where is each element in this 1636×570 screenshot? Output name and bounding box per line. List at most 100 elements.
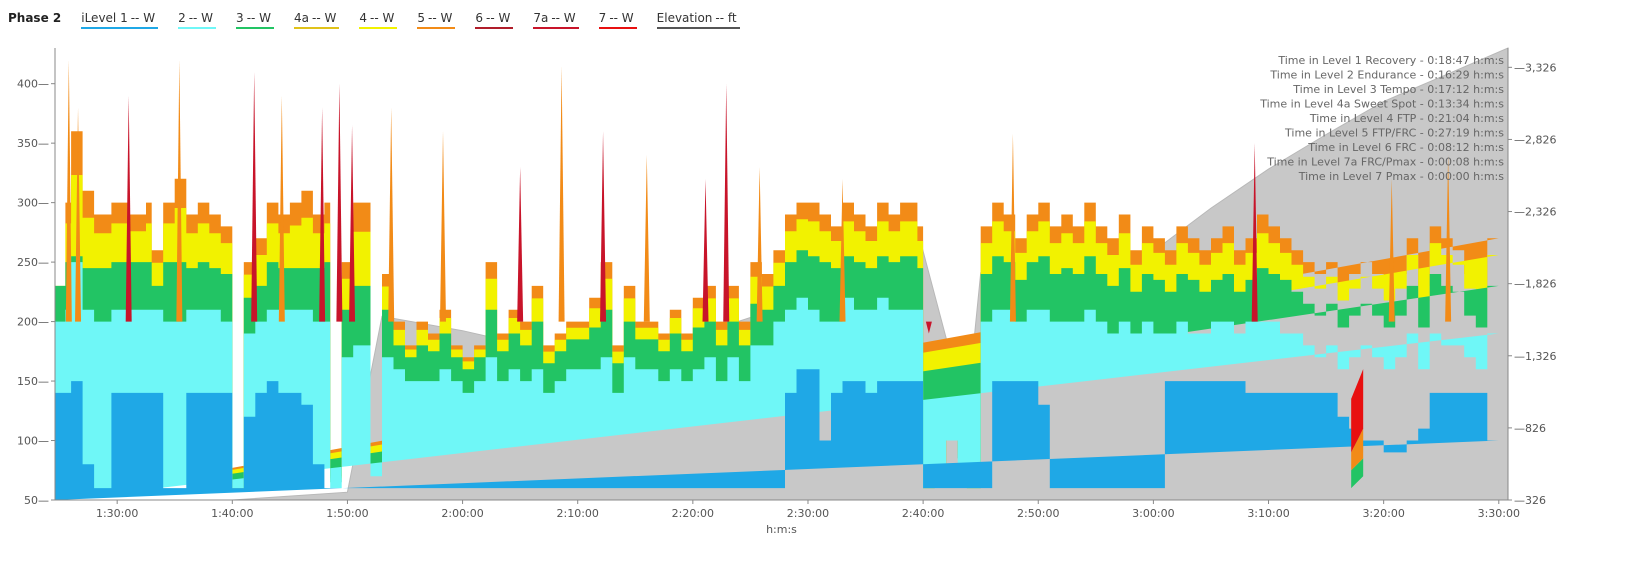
time-in-zone-line: Time in Level 7 Pmax - 0:00:00 h:m:s: [1298, 170, 1505, 183]
legend-item-level-7a-unit: -- W: [551, 11, 576, 25]
power-zone-layers: [55, 131, 1499, 501]
zone-marker-low: [1351, 458, 1364, 489]
legend-item-level-2-unit: -- W: [188, 11, 214, 25]
axes-layer: 50— 100— 150— 200— 250— 300— 350— 400— —326 —826 —…: [17, 48, 1557, 536]
legend-item-elevation-unit: -- ft: [715, 11, 737, 25]
power-spike: [1251, 143, 1258, 322]
power-spike: [278, 95, 285, 322]
power-spike: [65, 59, 72, 322]
zone-marker-mid: [1351, 428, 1364, 471]
time-in-zone-line: Time in Level 4 FTP - 0:21:04 h:m:s: [1309, 112, 1504, 125]
legend-item-level-1-name: iLevel 1: [81, 11, 128, 25]
time-in-zone-line: Time in Level 6 FRC - 0:08:12 h:m:s: [1307, 141, 1504, 154]
power-spike: [925, 321, 932, 334]
time-in-zone-line: Time in Level 5 FTP/FRC - 0:27:19 h:m:s: [1284, 127, 1504, 140]
x-tick-label: 2:30:00: [787, 507, 829, 520]
legend-item-level-6-unit: -- W: [485, 11, 511, 25]
x-tick-label: 3:10:00: [1247, 507, 1289, 520]
zone-2-area: [55, 262, 1499, 500]
time-in-zone-line: Time in Level 3 Tempo - 0:17:12 h:m:s: [1292, 83, 1504, 96]
legend-item-level-5[interactable]: 5 -- W: [417, 10, 456, 29]
x-tick-label: 2:00:00: [441, 507, 483, 520]
phase-label: Phase 2: [8, 11, 62, 25]
legend-item-level-4a-unit: -- W: [312, 11, 337, 25]
legend-item-level-1[interactable]: iLevel 1 -- W: [81, 10, 159, 29]
power-spike: [125, 95, 132, 322]
time-in-zone-line: Time in Level 4a Sweet Spot - 0:13:34 h:…: [1259, 98, 1504, 111]
x-tick-label: 3:30:00: [1478, 507, 1520, 520]
power-spike: [176, 59, 183, 322]
power-spike: [1388, 178, 1395, 322]
legend-item-level-5-name: 5: [417, 11, 425, 25]
legend-item-level-7a-name: 7a: [533, 11, 549, 25]
y-left-tick-label: 400—: [17, 78, 49, 91]
power-spike: [1009, 133, 1016, 322]
time-in-zone-list: Time in Level 1 Recovery - 0:18:47 h:m:s…: [1259, 54, 1504, 183]
y-left-tick-label: 350—: [17, 137, 49, 150]
power-spike: [702, 178, 709, 322]
power-spikes-layer: [65, 59, 1452, 334]
legend-item-level-5-unit: -- W: [428, 11, 453, 25]
legend-item-elevation[interactable]: Elevation -- ft: [656, 10, 740, 29]
x-tick-label: 1:30:00: [96, 507, 138, 520]
power-spike: [600, 131, 607, 322]
power-spike: [336, 83, 343, 322]
legend-item-level-3-name: 3: [236, 11, 244, 25]
x-tick-label: 1:40:00: [211, 507, 253, 520]
zone-1-area: [55, 369, 1499, 500]
x-tick-label: 2:50:00: [1017, 507, 1059, 520]
y-right-tick-label: —1,326: [1514, 350, 1557, 363]
legend-item-level-7a[interactable]: 7a -- W: [533, 10, 579, 29]
time-in-zone-line: Time in Level 1 Recovery - 0:18:47 h:m:s: [1277, 54, 1504, 67]
legend-item-level-7[interactable]: 7 -- W: [598, 10, 637, 29]
legend-item-level-4[interactable]: 4 -- W: [359, 10, 398, 29]
legend-item-level-7-unit: -- W: [609, 11, 634, 25]
y-left-tick-label: 300—: [17, 197, 49, 210]
power-spike: [517, 166, 524, 322]
legend-item-level-4a-name: 4a: [294, 11, 310, 25]
x-tick-label: 3:20:00: [1362, 507, 1404, 520]
y-left-tick-label: 100—: [17, 435, 49, 448]
y-left-tick-label: 200—: [17, 316, 49, 329]
legend-item-level-4a[interactable]: 4a -- W: [294, 10, 340, 29]
power-spike: [643, 155, 650, 322]
y-right-tick-label: —2,326: [1514, 206, 1557, 219]
y-left-tick-label: 50—: [24, 494, 49, 507]
power-spike: [558, 65, 565, 322]
x-tick-label: 2:10:00: [557, 507, 599, 520]
legend-item-level-6[interactable]: 6 -- W: [475, 10, 514, 29]
power-spike: [319, 107, 326, 322]
y-right-tick-label: —2,826: [1514, 133, 1557, 146]
legend-item-level-1-unit: -- W: [130, 11, 156, 25]
power-spike: [349, 125, 356, 322]
zone-marker-top: [1351, 369, 1364, 453]
legend-item-level-2[interactable]: 2 -- W: [178, 10, 217, 29]
power-spike: [723, 83, 730, 322]
x-tick-label: 2:20:00: [672, 507, 714, 520]
power-spike: [251, 71, 258, 322]
time-in-zone-line: Time in Level 7a FRC/Pmax - 0:00:08 h:m:…: [1266, 156, 1504, 169]
legend-item-level-4-name: 4: [359, 11, 368, 25]
legend-item-level-7-name: 7: [598, 11, 607, 25]
y-right-tick-label: —1,826: [1514, 278, 1557, 291]
y-right-tick-label: —3,326: [1514, 61, 1557, 74]
power-spike: [75, 107, 82, 322]
power-spike: [839, 178, 846, 322]
x-tick-label: 2:40:00: [902, 507, 944, 520]
legend-item-level-4-unit: -- W: [370, 11, 395, 25]
zone-marker-layer: [1351, 369, 1364, 489]
power-spike: [1445, 155, 1452, 322]
y-left-tick-label: 150—: [17, 375, 49, 388]
x-tick-label: 1:50:00: [326, 507, 368, 520]
legend-item-elevation-name: Elevation: [656, 11, 713, 25]
power-spike: [756, 166, 763, 322]
y-right-tick-label: —826: [1514, 422, 1546, 435]
legend-item-level-6-name: 6: [475, 11, 483, 25]
y-right-tick-label: —326: [1514, 494, 1546, 507]
power-spike: [388, 107, 395, 322]
legend-item-level-3-unit: -- W: [246, 11, 272, 25]
legend-item-level-3[interactable]: 3 -- W: [236, 10, 275, 29]
time-in-zone-line: Time in Level 2 Endurance - 0:16:29 h:m:…: [1269, 69, 1504, 82]
legend-item-level-2-name: 2: [178, 11, 186, 25]
